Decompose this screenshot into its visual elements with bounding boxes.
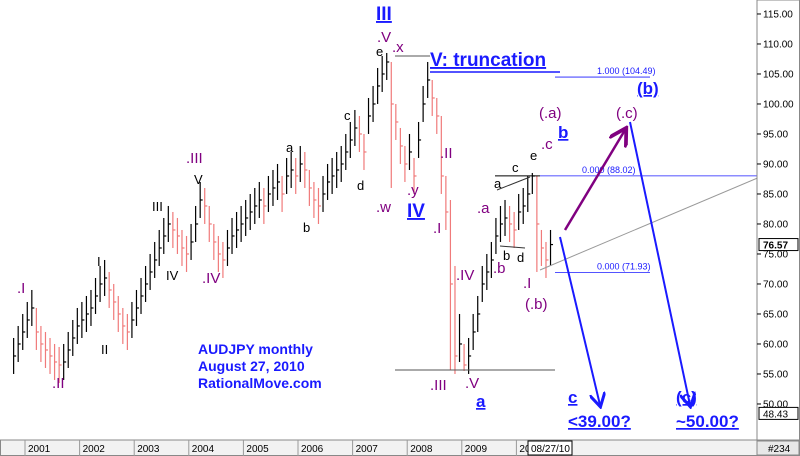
y-tick-label: 95.00 xyxy=(763,129,788,140)
wave-label: .I xyxy=(433,220,441,237)
wave-label: .III xyxy=(186,150,203,167)
chart-source: RationalMove.com xyxy=(198,375,322,391)
x-tick-label: 2005 xyxy=(246,444,269,455)
wave-label: d xyxy=(357,178,364,193)
wave-label: ~50.00? xyxy=(676,412,739,431)
wave-label: .III xyxy=(430,377,447,394)
y-tick-label: 60.00 xyxy=(763,339,788,350)
x-tick-label: 2006 xyxy=(301,444,324,455)
wave-label: (.c) xyxy=(616,105,638,122)
x-tick-label: 2007 xyxy=(356,444,379,455)
wave-label: b xyxy=(503,248,510,263)
count-label: #234 xyxy=(768,444,791,455)
y-tick-label: 85.00 xyxy=(763,189,788,200)
wave-label: .c xyxy=(541,136,553,153)
date-box xyxy=(527,440,573,456)
wave-label: c xyxy=(568,388,577,407)
y-tick-label: 90.00 xyxy=(763,159,788,170)
wave-label: .b xyxy=(493,260,506,277)
wave-label: .x xyxy=(392,39,404,56)
arrow xyxy=(629,121,690,405)
price-box xyxy=(758,406,799,420)
annotations: III .V e .x V: truncation .I .II I II II… xyxy=(17,4,739,431)
wave-label: II xyxy=(101,342,108,357)
y-tick-label: 80.00 xyxy=(763,219,788,230)
wave-label: I xyxy=(97,254,101,269)
y-tick-label: 75.00 xyxy=(763,249,788,260)
wave-label: .I xyxy=(523,275,531,292)
wave-label: .V xyxy=(465,375,479,392)
wave-label: c xyxy=(512,160,519,175)
y-tick-label: 110.00 xyxy=(763,39,793,50)
x-tick-label: 2004 xyxy=(192,444,215,455)
y-axis-panel xyxy=(756,0,800,441)
x-tick-label: 2001 xyxy=(28,444,51,455)
trend-line xyxy=(499,245,526,249)
wave-label: a xyxy=(476,392,486,411)
x-tick-label: 2008 xyxy=(410,444,433,455)
x-axis-panel xyxy=(0,439,800,456)
wave-label: .V xyxy=(377,29,391,46)
y-tick-label: 55.00 xyxy=(763,369,788,380)
fib-label: 0.000 (88.02) xyxy=(582,165,636,175)
wave-label: .y xyxy=(407,182,419,199)
price-label: 48.43 xyxy=(763,409,788,420)
wave-label: b xyxy=(303,220,310,235)
arrow xyxy=(559,236,600,405)
wave-label: .w xyxy=(376,199,391,216)
y-tick-label: 105.00 xyxy=(763,69,794,80)
wave-label: .IV xyxy=(456,267,474,284)
wave-label: III xyxy=(376,4,392,25)
wave-label: (b) xyxy=(637,79,659,98)
price-label: 76.57 xyxy=(763,241,788,252)
y-tick-label: 115.00 xyxy=(763,9,793,20)
y-tick-label: 50.00 xyxy=(763,399,788,410)
count-box xyxy=(756,440,800,456)
wave-label: .a xyxy=(477,200,490,217)
chart-title: AUDJPY monthly xyxy=(198,341,313,357)
wave-label: .I xyxy=(17,280,25,297)
wave-label: V xyxy=(194,172,203,187)
fib-label: 1.000 (104.49) xyxy=(597,66,656,76)
arrow xyxy=(563,130,625,231)
y-tick-label: 65.00 xyxy=(763,309,788,320)
wave-label: (.a) xyxy=(539,105,562,122)
wave-label: .II xyxy=(440,145,453,162)
wave-label: e xyxy=(530,148,537,163)
axes: 50.00 55.00 60.00 65.00 70.00 75.00 80.00 85.00… xyxy=(24,9,800,456)
wave-label: d xyxy=(517,250,524,265)
x-tick-label: 2002 xyxy=(83,444,106,455)
x-tick-label: 2003 xyxy=(137,444,160,455)
wave-label: c xyxy=(344,108,351,123)
wave-label: a xyxy=(494,176,502,191)
trend-line xyxy=(496,176,531,191)
y-tick-label: 100.00 xyxy=(763,99,794,110)
wave-label: (c) xyxy=(676,388,697,407)
wave-label: V: truncation xyxy=(430,50,546,71)
wave-label: e xyxy=(376,44,383,59)
wave-label: .II xyxy=(52,375,65,392)
y-tick-label: 70.00 xyxy=(763,279,788,290)
wave-label: <39.00? xyxy=(568,412,631,431)
x-tick-label: 2009 xyxy=(465,444,488,455)
wave-label: b xyxy=(558,123,568,142)
wave-label: III xyxy=(152,199,163,214)
chart-subtitle: August 27, 2010 xyxy=(198,358,305,374)
date-label: 08/27/10 xyxy=(531,444,570,455)
wave-label: IV xyxy=(407,201,425,222)
wave-label: .IV xyxy=(202,270,220,287)
wave-label: IV xyxy=(166,268,179,283)
fib-label: 0.000 (71.93) xyxy=(597,261,651,271)
plot-area: 1.000 (104.49) 0.000 (88.02) 0.000 (71.93) xyxy=(13,52,757,383)
wave-label: a xyxy=(286,140,294,155)
wave-label: (.b) xyxy=(525,296,548,313)
price-box xyxy=(758,238,799,252)
